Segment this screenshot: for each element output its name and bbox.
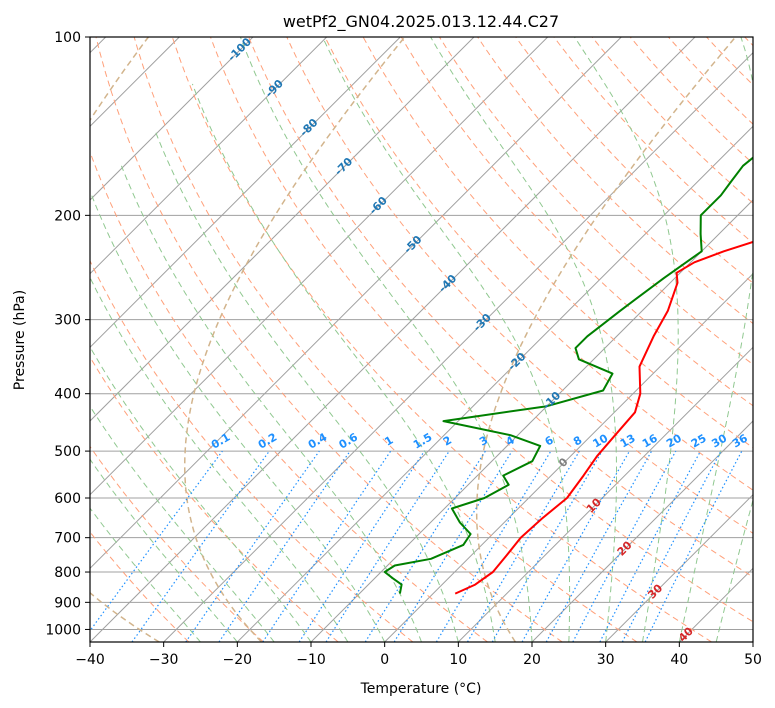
moist-adiabat-line bbox=[678, 37, 753, 642]
mixing-ratio-line bbox=[545, 450, 653, 642]
x-tick-label: −20 bbox=[223, 652, 253, 668]
plot-frame bbox=[89, 36, 754, 643]
dry-adiabat-line bbox=[95, 37, 563, 642]
dry-adiabat-line bbox=[477, 37, 753, 325]
dry-adiabat-line bbox=[90, 259, 414, 642]
moist-adiabat-line bbox=[322, 37, 571, 642]
y-tick-label: 800 bbox=[54, 565, 81, 581]
x-tick-label: 20 bbox=[523, 652, 541, 668]
isotherm-line bbox=[457, 346, 753, 642]
dry-adiabat-line bbox=[400, 37, 753, 407]
y-tick-label: 1000 bbox=[45, 622, 81, 638]
y-tick-label: 100 bbox=[54, 30, 81, 46]
isotherm-line bbox=[531, 420, 753, 642]
dry-adiabat-line bbox=[133, 37, 638, 642]
isotherm-line bbox=[236, 125, 753, 642]
moist-adiabat-line bbox=[90, 507, 201, 642]
mixing-ratio-line bbox=[325, 450, 450, 642]
moist-adiabat-line bbox=[155, 132, 459, 642]
wet-bulb-curve bbox=[183, 37, 406, 642]
y-tick-label: 700 bbox=[54, 531, 81, 547]
isotherm-line bbox=[163, 51, 753, 642]
y-axis-label: Pressure (hPa) bbox=[12, 290, 28, 390]
mixing-ratio-line bbox=[521, 450, 631, 642]
dewpoint-profile-line bbox=[383, 156, 753, 594]
y-axis-ticks: 100 200 300 400 500 600 700 800 900 1000 bbox=[45, 30, 90, 638]
dry-adiabat-line bbox=[362, 37, 753, 449]
moist-adiabat-line bbox=[191, 83, 496, 642]
mixing-ratio-line bbox=[298, 450, 425, 642]
moist-adiabat-line bbox=[90, 405, 275, 642]
mixing-ratio-line bbox=[218, 450, 351, 642]
y-tick-label: 400 bbox=[54, 387, 81, 403]
dry-adiabat-line bbox=[515, 37, 753, 284]
moist-adiabat-line bbox=[715, 498, 753, 642]
y-tick-label: 300 bbox=[54, 313, 81, 329]
mixing-ratio-line bbox=[185, 450, 320, 642]
x-tick-label: −10 bbox=[296, 652, 326, 668]
y-tick-label: 900 bbox=[54, 595, 81, 611]
x-tick-label: 50 bbox=[744, 652, 762, 668]
dry-adiabat-line bbox=[90, 445, 264, 642]
chart-title: wetPf2_GN04.2025.013.12.44.C27 bbox=[283, 12, 559, 32]
moist-adiabat-line bbox=[90, 345, 312, 642]
isotherm-line bbox=[90, 37, 328, 275]
x-tick-label: −30 bbox=[149, 652, 179, 668]
x-tick-label: 40 bbox=[670, 652, 688, 668]
x-tick-label: 30 bbox=[597, 652, 615, 668]
temperature-profile-line bbox=[454, 240, 753, 595]
dry-adiabat-line bbox=[324, 37, 753, 491]
background-lines bbox=[90, 37, 753, 642]
mixing-ratio-line bbox=[393, 450, 513, 642]
isotherm-line bbox=[90, 37, 549, 496]
mixing-ratio-line bbox=[572, 450, 677, 642]
mixing-ratio-line bbox=[90, 450, 223, 632]
mixing-ratio-line bbox=[262, 450, 392, 642]
dry-adiabat-line bbox=[248, 37, 753, 578]
moist-adiabat-line bbox=[239, 37, 533, 642]
isotherm-line bbox=[90, 37, 622, 570]
x-tick-label: 10 bbox=[449, 652, 467, 668]
dry-adiabat-line bbox=[591, 37, 753, 204]
y-tick-label: 200 bbox=[54, 208, 81, 224]
sounding-series bbox=[383, 156, 753, 595]
x-axis-ticks: −40 −30 −20 −10 0 10 20 30 40 50 bbox=[75, 642, 762, 668]
moist-adiabat-line bbox=[574, 37, 679, 642]
x-axis-label: Temperature (°C) bbox=[360, 681, 482, 697]
moist-adiabat-line bbox=[91, 195, 386, 642]
mixing-ratio-line bbox=[131, 450, 270, 642]
isotherm-line bbox=[90, 37, 401, 349]
mixing-ratio-line bbox=[644, 450, 743, 642]
isotherm-line bbox=[90, 37, 254, 201]
moist-adiabat-line bbox=[120, 165, 422, 642]
dry-adiabat-line bbox=[629, 37, 753, 165]
dry-adiabat-line bbox=[171, 37, 712, 642]
dry-adiabat-line bbox=[210, 37, 753, 623]
isotherm-line bbox=[605, 493, 753, 642]
moist-adiabat-line bbox=[90, 458, 238, 642]
y-tick-label: 600 bbox=[54, 491, 81, 507]
y-tick-label: 500 bbox=[54, 444, 81, 460]
isotherm-line bbox=[384, 272, 753, 642]
x-tick-label: −40 bbox=[75, 652, 105, 668]
moist-adiabat-line bbox=[430, 37, 617, 642]
isotherm-line bbox=[90, 37, 475, 422]
x-tick-label: 0 bbox=[380, 652, 389, 668]
